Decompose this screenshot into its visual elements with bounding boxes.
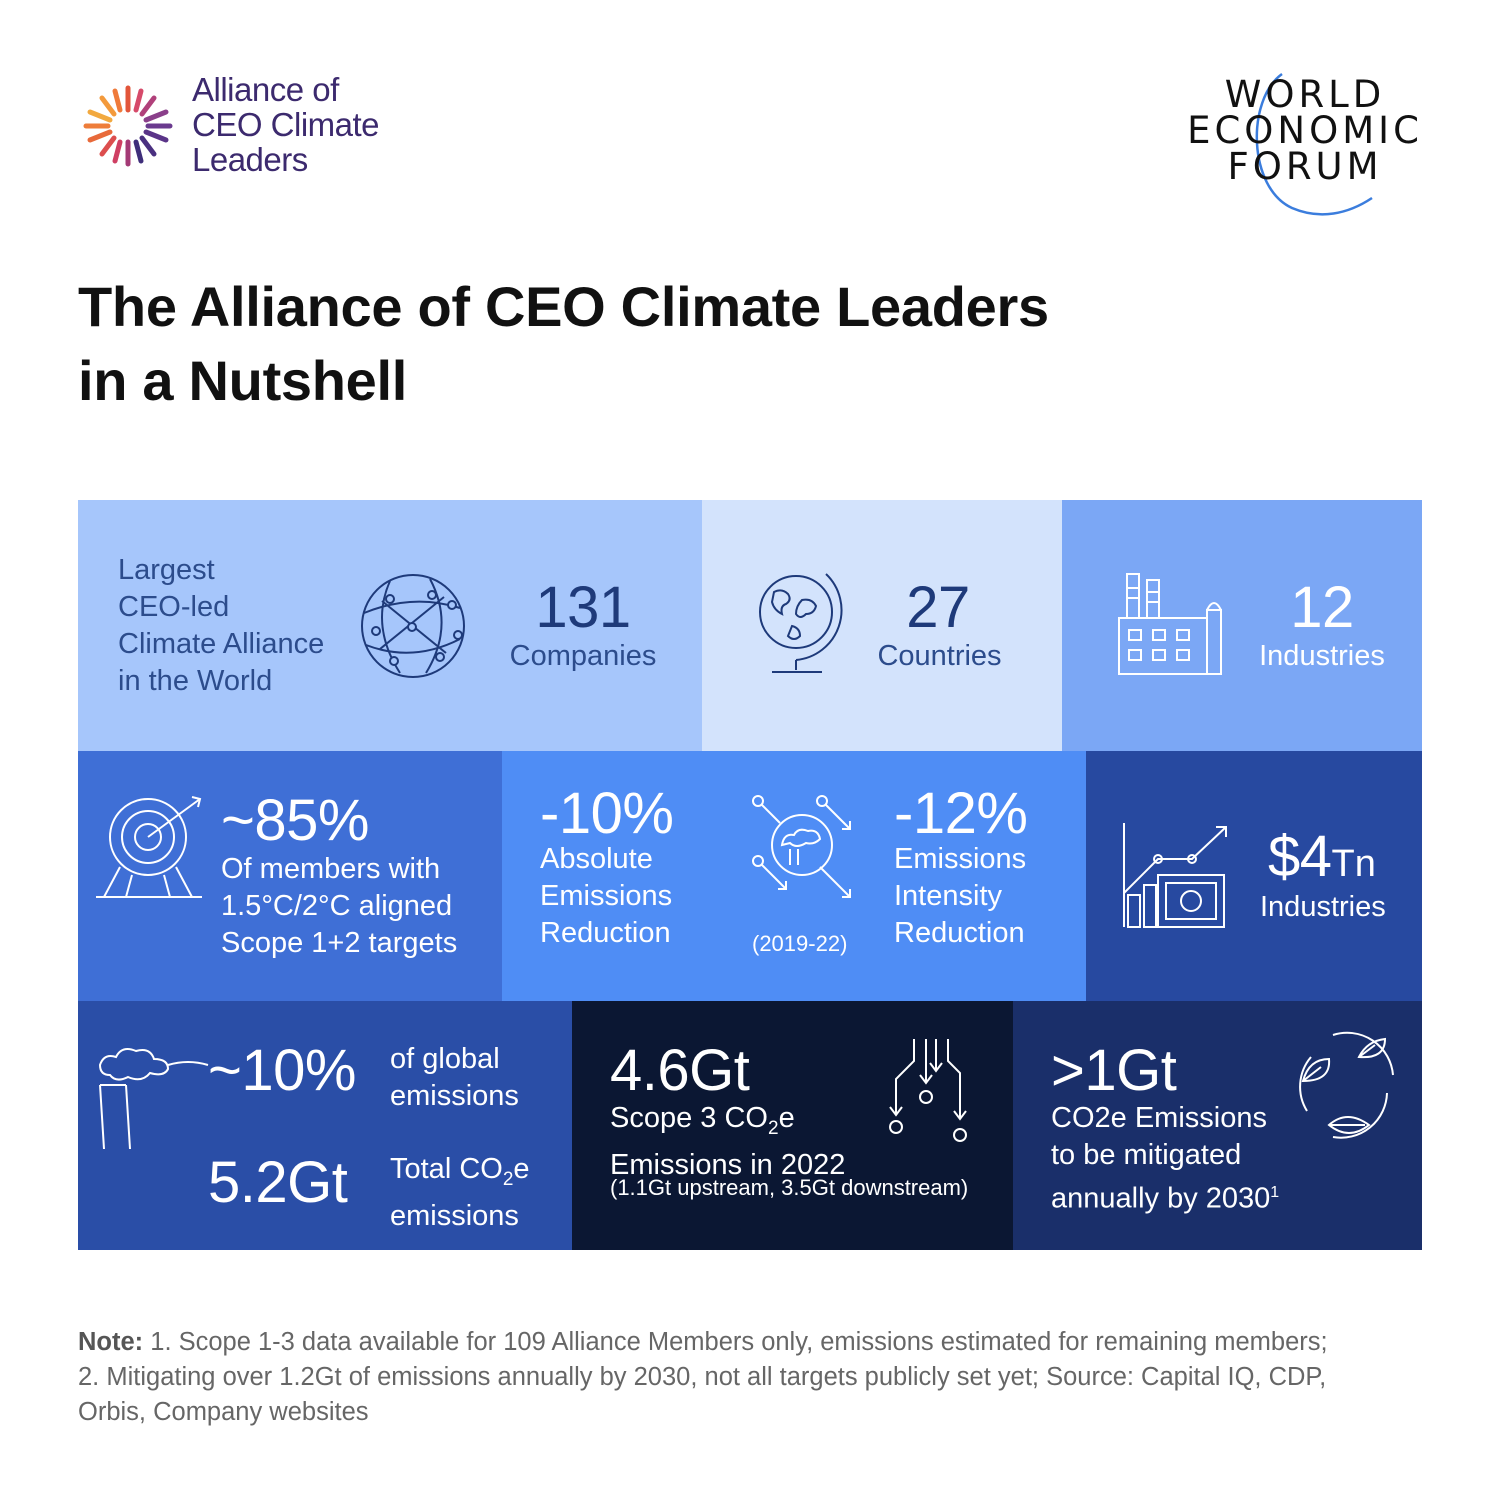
- countries-label: Countries: [877, 640, 1002, 672]
- globe-stand-icon: [759, 573, 843, 673]
- absolute-reduction-percent: -10%: [540, 781, 674, 846]
- factory-icon: [1118, 573, 1222, 675]
- absolute-reduction-text: Absolute Emissions Reduction: [540, 843, 673, 949]
- tile-global-emissions: ~10% of global emissions 5.2Gt Total CO2…: [78, 1001, 572, 1250]
- supply-chain-icon: [889, 1039, 967, 1142]
- largest-alliance-text: Largest CEO-led Climate Alliance in the …: [118, 554, 325, 697]
- scope3-value: 4.6Gt: [610, 1038, 750, 1103]
- wef-logo-line: FORUM: [1227, 145, 1383, 188]
- tile-mitigated: >1Gt CO2e Emissions to be mitigated annu…: [1013, 1001, 1422, 1250]
- tile-scope3: 4.6Gt Scope 3 CO2e Emissions in 2022 (1.…: [572, 1001, 1013, 1250]
- tile-industries: 12 Industries: [1062, 500, 1422, 751]
- page-title: The Alliance of CEO Climate Leaders in a…: [78, 275, 1049, 412]
- wef-logo: WORLD ECONOMIC FORUM: [1180, 70, 1430, 220]
- industries-label: Industries: [1259, 640, 1385, 672]
- countries-count: 27: [906, 575, 970, 640]
- targets-percent: ~85%: [221, 788, 369, 853]
- wef-logo-line: WORLD: [1224, 73, 1386, 116]
- global-emissions-text: of global emissions: [390, 1043, 519, 1112]
- intensity-reduction-text: Emissions Intensity Reduction: [894, 843, 1027, 949]
- alliance-logo-text: Alliance of CEO Climate Leaders: [192, 71, 380, 178]
- tile-emissions-reduction: -10% Absolute Emissions Reduction (2019-…: [502, 751, 1086, 1001]
- tile-targets: ~85% Of members with 1.5°C/2°C aligned S…: [78, 751, 502, 1001]
- scope3-breakdown: (1.1Gt upstream, 3.5Gt downstream): [610, 1175, 969, 1200]
- tile-revenue: $4Tn Industries: [1086, 751, 1422, 1001]
- growth-chart-icon: [1123, 823, 1227, 928]
- target-icon: [96, 796, 202, 898]
- alliance-logo: Alliance of CEO Climate Leaders: [78, 72, 418, 182]
- smokestack-icon: [98, 1048, 209, 1150]
- global-emissions-percent: ~10%: [208, 1038, 356, 1103]
- wef-logo-line: ECONOMIC: [1187, 109, 1423, 152]
- mitigated-text: CO2e Emissions to be mitigated annually …: [1051, 1102, 1280, 1215]
- footnote: Note: 1. Scope 1-3 data available for 10…: [78, 1328, 1328, 1426]
- revenue-label: Industries: [1260, 891, 1386, 923]
- total-emissions-text: Total CO2e emissions: [390, 1153, 530, 1232]
- recycle-leaves-icon: [1299, 1031, 1394, 1139]
- companies-count: 131: [535, 575, 631, 640]
- emissions-arrows-icon: [752, 795, 851, 898]
- sunburst-icon: [83, 85, 173, 167]
- mitigated-value: >1Gt: [1051, 1038, 1177, 1103]
- industries-count: 12: [1290, 575, 1354, 640]
- total-emissions-value: 5.2Gt: [208, 1150, 348, 1215]
- reduction-period: (2019-22): [752, 931, 848, 956]
- companies-label: Companies: [509, 640, 657, 672]
- network-globe-icon: [361, 574, 465, 678]
- wef-arc-icon: [1255, 72, 1373, 216]
- tile-largest-alliance: Largest CEO-led Climate Alliance in the …: [78, 500, 702, 751]
- targets-text: Of members with 1.5°C/2°C aligned Scope …: [221, 853, 458, 959]
- intensity-reduction-percent: -12%: [894, 781, 1028, 846]
- scope3-text: Scope 3 CO2e Emissions in 2022: [610, 1102, 846, 1181]
- tile-countries: 27 Countries: [702, 500, 1062, 751]
- revenue-value: $4Tn: [1268, 824, 1376, 889]
